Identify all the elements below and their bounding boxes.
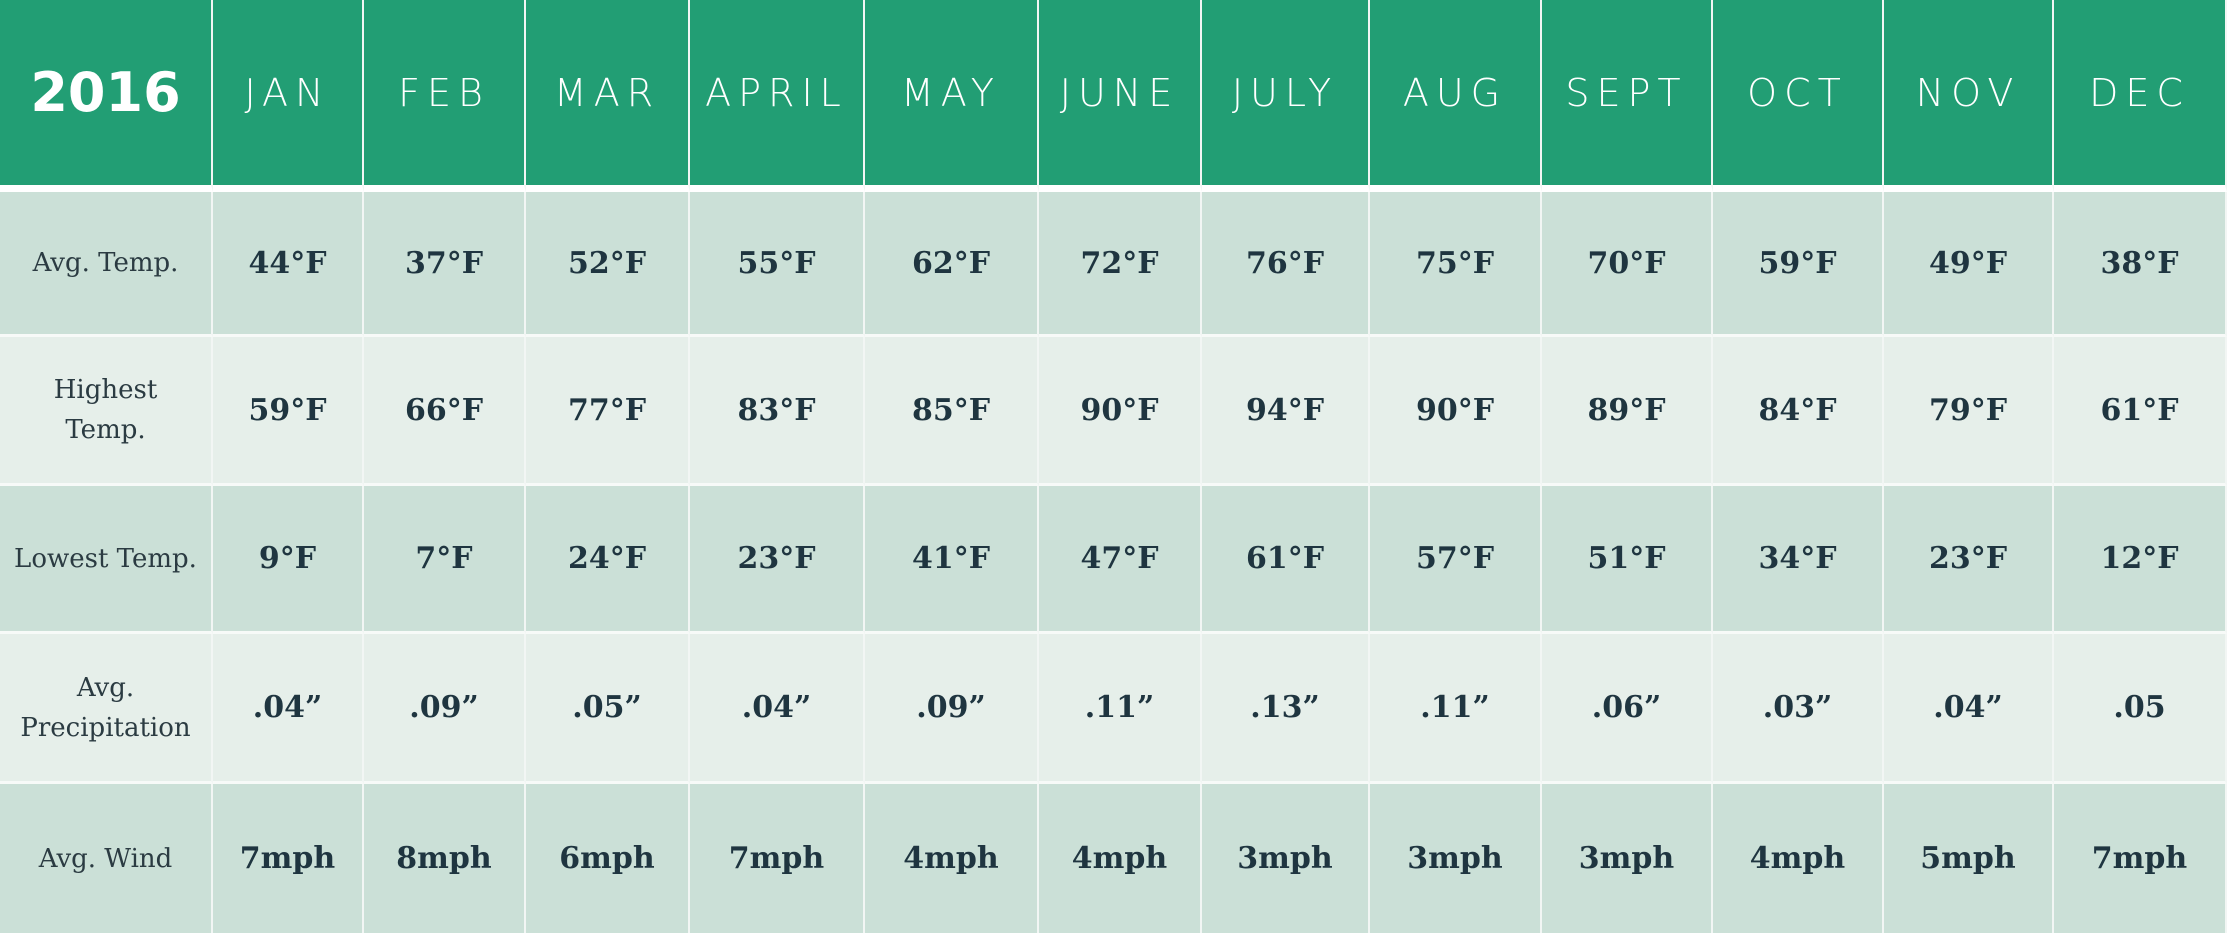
table-cell: .03” <box>1713 634 1884 784</box>
table-cell: .13” <box>1202 634 1370 784</box>
month-header: JULY <box>1202 0 1370 192</box>
table-cell: 75°F <box>1370 192 1542 337</box>
month-header: OCT <box>1713 0 1884 192</box>
table-cell: 49°F <box>1884 192 2054 337</box>
table-cell: 3mph <box>1370 784 1542 933</box>
table-cell: .11” <box>1039 634 1202 784</box>
table-cell: 4mph <box>1039 784 1202 933</box>
table-cell: 38°F <box>2054 192 2227 337</box>
table-cell: 84°F <box>1713 337 1884 486</box>
month-header: APRIL <box>690 0 865 192</box>
month-header: JAN <box>213 0 364 192</box>
table-cell: 70°F <box>1542 192 1713 337</box>
table-cell: 61°F <box>1202 486 1370 634</box>
table-cell: 57°F <box>1370 486 1542 634</box>
table-cell: 62°F <box>865 192 1039 337</box>
year-header: 2016 <box>0 0 213 192</box>
table-cell: 5mph <box>1884 784 2054 933</box>
table-cell: 12°F <box>2054 486 2227 634</box>
table-cell: 8mph <box>364 784 526 933</box>
table-cell: .05 <box>2054 634 2227 784</box>
table-cell: 61°F <box>2054 337 2227 486</box>
table-cell: 23°F <box>690 486 865 634</box>
row-label: Lowest Temp. <box>0 486 213 634</box>
table-cell: .04” <box>690 634 865 784</box>
table-cell: 37°F <box>364 192 526 337</box>
table-cell: 85°F <box>865 337 1039 486</box>
row-label: Avg. Precipitation <box>0 634 213 784</box>
month-header: DEC <box>2054 0 2227 192</box>
month-header: MAR <box>526 0 690 192</box>
table-cell: 89°F <box>1542 337 1713 486</box>
table-cell: 4mph <box>865 784 1039 933</box>
row-label: Avg. Temp. <box>0 192 213 337</box>
table-cell: 90°F <box>1039 337 1202 486</box>
month-header: SEPT <box>1542 0 1713 192</box>
table-cell: 7mph <box>690 784 865 933</box>
month-header: FEB <box>364 0 526 192</box>
table-cell: 77°F <box>526 337 690 486</box>
table-cell: 3mph <box>1202 784 1370 933</box>
table-cell: 44°F <box>213 192 364 337</box>
table-cell: 66°F <box>364 337 526 486</box>
row-label: Highest Temp. <box>0 337 213 486</box>
table-cell: 72°F <box>1039 192 1202 337</box>
month-header: JUNE <box>1039 0 1202 192</box>
table-cell: .05” <box>526 634 690 784</box>
table-cell: .09” <box>364 634 526 784</box>
table-cell: 3mph <box>1542 784 1713 933</box>
table-cell: 23°F <box>1884 486 2054 634</box>
table-cell: 34°F <box>1713 486 1884 634</box>
table-cell: 59°F <box>213 337 364 486</box>
month-header: MAY <box>865 0 1039 192</box>
table-cell: 55°F <box>690 192 865 337</box>
table-cell: 90°F <box>1370 337 1542 486</box>
table-cell: 59°F <box>1713 192 1884 337</box>
table-cell: .04” <box>1884 634 2054 784</box>
table-cell: 7mph <box>2054 784 2227 933</box>
table-cell: 7mph <box>213 784 364 933</box>
table-cell: 51°F <box>1542 486 1713 634</box>
table-cell: 24°F <box>526 486 690 634</box>
table-cell: 9°F <box>213 486 364 634</box>
table-cell: .04” <box>213 634 364 784</box>
table-cell: 76°F <box>1202 192 1370 337</box>
table-cell: 41°F <box>865 486 1039 634</box>
table-cell: 4mph <box>1713 784 1884 933</box>
table-cell: 6mph <box>526 784 690 933</box>
table-cell: 83°F <box>690 337 865 486</box>
table-cell: 52°F <box>526 192 690 337</box>
table-cell: .09” <box>865 634 1039 784</box>
table-cell: 7°F <box>364 486 526 634</box>
table-cell: 79°F <box>1884 337 2054 486</box>
table-cell: 94°F <box>1202 337 1370 486</box>
table-cell: .06” <box>1542 634 1713 784</box>
month-header: NOV <box>1884 0 2054 192</box>
table-cell: 47°F <box>1039 486 1202 634</box>
month-header: AUG <box>1370 0 1542 192</box>
row-label: Avg. Wind <box>0 784 213 933</box>
table-cell: .11” <box>1370 634 1542 784</box>
